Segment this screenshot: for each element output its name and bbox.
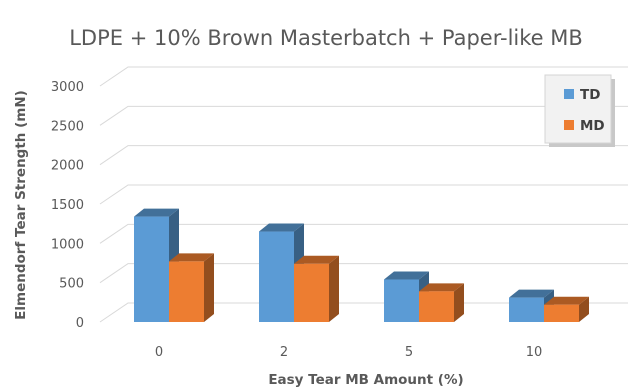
bar-top bbox=[419, 283, 464, 292]
bar-front bbox=[544, 304, 579, 322]
bar-side bbox=[329, 255, 339, 322]
y-tick-label: 2000 bbox=[51, 159, 84, 174]
legend-swatch-td bbox=[564, 89, 574, 99]
bar-side bbox=[454, 283, 464, 322]
bar-side bbox=[579, 296, 589, 322]
bar-front bbox=[134, 216, 169, 322]
y-tick-label: 3000 bbox=[51, 80, 84, 95]
y-tick-label: 0 bbox=[76, 316, 84, 331]
bar-front bbox=[169, 261, 204, 322]
gridline bbox=[99, 184, 628, 205]
bar-top bbox=[134, 208, 179, 217]
bar-front bbox=[419, 291, 454, 322]
legend: TD MD bbox=[544, 74, 615, 147]
gridline bbox=[99, 66, 628, 87]
x-tick-label: 2 bbox=[280, 345, 288, 360]
bar-td-10 bbox=[509, 289, 554, 322]
bar-top bbox=[294, 255, 339, 264]
bar-top bbox=[509, 289, 554, 298]
bar-front bbox=[294, 263, 329, 322]
gridline bbox=[99, 263, 628, 284]
bars bbox=[134, 208, 589, 322]
bar-top bbox=[384, 271, 429, 280]
x-tick-label: 5 bbox=[405, 345, 413, 360]
bar-md-0 bbox=[169, 253, 214, 322]
x-tick-label: 10 bbox=[526, 345, 543, 360]
bar-side bbox=[204, 253, 214, 322]
bar-md-2 bbox=[294, 255, 339, 322]
gridline bbox=[99, 223, 628, 244]
y-axis-title: Elmendorf Tear Strength (mN) bbox=[13, 90, 29, 320]
x-tick-label: 0 bbox=[155, 345, 163, 360]
x-axis-title: Easy Tear MB Amount (%) bbox=[268, 372, 463, 388]
y-tick-label: 1500 bbox=[51, 198, 84, 213]
x-axis-ticks: 0 2 5 10 bbox=[155, 345, 542, 360]
legend-swatch-md bbox=[564, 120, 574, 130]
bar-top bbox=[544, 296, 589, 305]
chart-title: LDPE + 10% Brown Masterbatch + Paper-lik… bbox=[69, 26, 583, 50]
bar-front bbox=[384, 279, 419, 322]
bar-top bbox=[259, 223, 304, 232]
bar-md-10 bbox=[544, 296, 589, 322]
gridline bbox=[99, 145, 628, 166]
bar-top bbox=[169, 253, 214, 262]
y-axis-ticks: 0 500 1000 1500 2000 2500 3000 bbox=[51, 80, 84, 331]
bar-md-5 bbox=[419, 283, 464, 322]
legend-box bbox=[544, 74, 612, 144]
gridline bbox=[99, 105, 628, 126]
y-tick-label: 1000 bbox=[51, 237, 84, 252]
legend-label-md: MD bbox=[580, 118, 605, 134]
bar-front bbox=[509, 297, 544, 322]
y-tick-label: 500 bbox=[59, 277, 84, 292]
y-tick-label: 2500 bbox=[51, 119, 84, 134]
bar-front bbox=[259, 231, 294, 322]
legend-label-td: TD bbox=[580, 87, 600, 103]
gridlines bbox=[99, 66, 628, 323]
